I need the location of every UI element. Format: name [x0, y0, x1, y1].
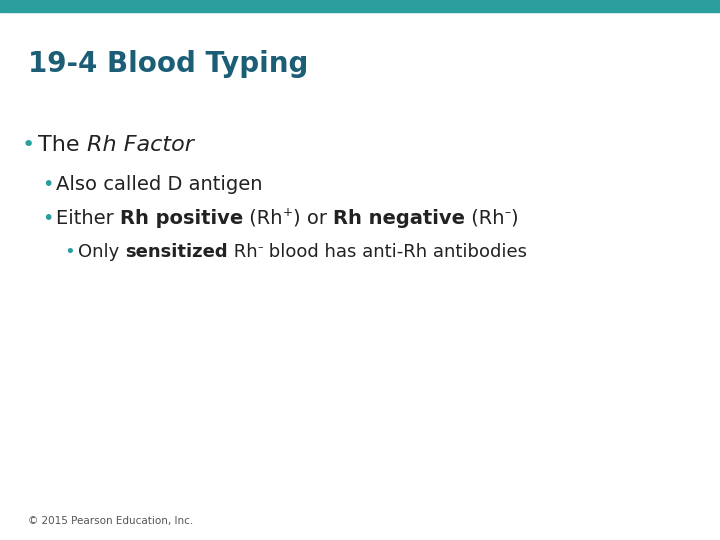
Bar — [0, 0, 720, 12]
Text: Rh positive: Rh positive — [120, 208, 243, 227]
Text: •: • — [64, 243, 75, 261]
Text: •: • — [42, 208, 53, 227]
Text: Rh negative: Rh negative — [333, 208, 465, 227]
Text: 19-4 Blood Typing: 19-4 Blood Typing — [28, 50, 308, 78]
Text: © 2015 Pearson Education, Inc.: © 2015 Pearson Education, Inc. — [28, 516, 193, 526]
Text: blood has anti-Rh antibodies: blood has anti-Rh antibodies — [263, 243, 527, 261]
Text: Either: Either — [56, 208, 120, 227]
Text: ) or: ) or — [293, 208, 333, 227]
Text: ): ) — [510, 208, 518, 227]
Text: (Rh: (Rh — [465, 208, 505, 227]
Text: •: • — [42, 176, 53, 194]
Text: Rh: Rh — [228, 243, 257, 261]
Text: (Rh: (Rh — [243, 208, 283, 227]
Text: The: The — [38, 135, 86, 155]
Text: +: + — [283, 206, 293, 219]
Text: –: – — [257, 242, 263, 252]
Text: Also called D antigen: Also called D antigen — [56, 176, 263, 194]
Text: Rh Factor: Rh Factor — [86, 135, 194, 155]
Text: sensitized: sensitized — [125, 243, 228, 261]
Text: –: – — [505, 206, 510, 219]
Text: •: • — [22, 135, 35, 155]
Text: Only: Only — [78, 243, 125, 261]
